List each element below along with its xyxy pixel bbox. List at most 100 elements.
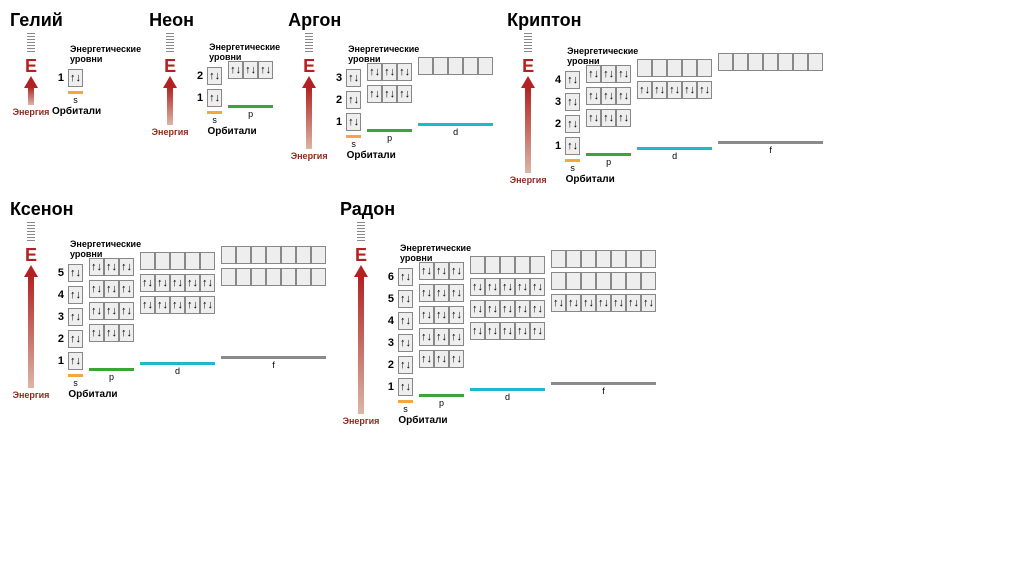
layout-row: КсенонEЭнергияЭнергетическиеуровни5↑↓↑↓↑… [10,199,1025,440]
orbital-box: ↑↓ [470,300,485,318]
energy-label: Энергия [13,107,50,117]
element-title: Радон [340,199,662,220]
orbital-box: ↑↓ [140,274,155,292]
orbital-group-s: ↑↓ [346,113,361,131]
energy-column: EЭнергия [507,33,549,185]
content-column: Энергетическиеуровни6↑↓↑↓↑↓↑↓5↑↓↑↓↑↓↑↓↑↓… [382,244,662,426]
element-panel: КсенонEЭнергияЭнергетическиеуровни5↑↓↑↓↑… [10,199,332,400]
orbital-box: ↑↓ [419,350,434,368]
orbital-box: ↑↓ [434,328,449,346]
orbital-box: ↑↓ [697,81,712,99]
orbital-box: ↑↓ [398,290,413,308]
orbital-group-s: ↑↓ [207,67,222,85]
orbital-box: ↑↓ [104,302,119,320]
orbital-group-s: ↑↓ [68,264,83,282]
level-number: 4 [549,74,561,86]
axis-label: s [346,139,361,149]
orbital-box [140,252,155,270]
orbital-group-p: ↑↓↑↓↑↓ [419,284,464,302]
orbital-box: ↑↓ [346,113,361,131]
axis-label: p [419,398,464,408]
energy-label: Энергия [343,416,380,426]
energy-e-letter: E [355,245,367,266]
axis-segment-d: d [637,147,712,161]
element-body: EЭнергияЭнергетическиеуровни5↑↓↑↓↑↓↑↓4↑↓… [10,222,332,400]
orbital-axis: sp [207,111,280,125]
orbital-box [251,268,266,286]
axis-segment-p: p [89,368,134,382]
orbital-box [296,268,311,286]
orbital-box: ↑↓ [449,350,464,368]
orbital-group-p: ↑↓↑↓↑↓ [367,63,412,81]
energy-level-row: 2↑↓↑↓↑↓↑↓ [382,356,662,374]
content-column: Энергетическиеуровни1↑↓sОрбитали [52,45,141,117]
energy-ticks [524,33,532,54]
orbital-box [641,272,656,290]
orbital-group-s: ↑↓ [565,93,580,111]
orbital-box: ↑↓ [581,294,596,312]
axis-segment-p: p [586,153,631,167]
orbitals-caption: Орбитали [382,415,464,426]
axis-label: p [367,133,412,143]
energy-arrow-icon [24,266,38,388]
orbital-box [763,53,778,71]
axis-segment-s: s [68,374,83,388]
axis-label: d [470,392,545,402]
orbital-box [266,268,281,286]
orbital-box: ↑↓ [346,91,361,109]
orbital-group-d: ↑↓↑↓↑↓↑↓↑↓ [140,274,215,292]
orbital-box: ↑↓ [119,302,134,320]
orbital-box [566,272,581,290]
orbital-box: ↑↓ [449,306,464,324]
orbital-box: ↑↓ [434,350,449,368]
orbital-box [515,256,530,274]
orbital-group-s: ↑↓ [346,69,361,87]
orbital-box: ↑↓ [367,85,382,103]
orbital-box: ↑↓ [449,284,464,302]
energy-ticks [357,222,365,243]
energy-arrow-icon [24,77,38,105]
element-panel: КриптонEЭнергияЭнергетическиеуровни4↑↓↑↓… [507,10,829,185]
orbital-box: ↑↓ [434,262,449,280]
orbital-group-p: ↑↓↑↓↑↓ [367,85,412,103]
orbital-box: ↑↓ [89,258,104,276]
energy-e-letter: E [303,56,315,77]
orbital-box: ↑↓ [398,334,413,352]
level-number: 2 [52,333,64,345]
element-body: EЭнергияЭнергетическиеуровни6↑↓↑↓↑↓↑↓5↑↓… [340,222,662,426]
level-number: 6 [382,271,394,283]
orbital-box: ↑↓ [470,322,485,340]
orbital-box [311,268,326,286]
orbital-box: ↑↓ [419,284,434,302]
orbitals-caption: Орбитали [52,389,134,400]
orbital-box: ↑↓ [485,278,500,296]
energy-ticks [305,33,313,54]
orbital-group-s: ↑↓ [398,312,413,330]
layout-row: ГелийEЭнергияЭнергетическиеуровни1↑↓sОрб… [10,10,1025,199]
orbital-box: ↑↓ [566,294,581,312]
orbital-group-s: ↑↓ [565,115,580,133]
orbital-group-s: ↑↓ [565,71,580,89]
axis-segment-p: p [367,129,412,143]
orbital-group-p: ↑↓↑↓↑↓ [89,258,134,276]
orbital-box: ↑↓ [565,137,580,155]
orbital-group-s: ↑↓ [68,69,83,87]
orbital-box [221,246,236,264]
orbital-group-s: ↑↓ [398,378,413,396]
orbital-box [808,53,823,71]
orbital-box [251,246,266,264]
axis-label: p [89,372,134,382]
energy-e-letter: E [522,56,534,77]
orbital-group-f [221,246,326,264]
diagram-root: ГелийEЭнергияЭнергетическиеуровни1↑↓sОрб… [10,10,1025,440]
orbital-box [682,59,697,77]
axis-segment-f: f [551,382,656,396]
orbital-box [236,246,251,264]
energy-arrow-icon [354,266,368,414]
orbital-box: ↑↓ [119,324,134,342]
orbital-box [637,59,652,77]
orbital-box: ↑↓ [382,63,397,81]
axis-segment-s: s [565,159,580,173]
orbital-box [185,252,200,270]
orbital-box: ↑↓ [485,300,500,318]
